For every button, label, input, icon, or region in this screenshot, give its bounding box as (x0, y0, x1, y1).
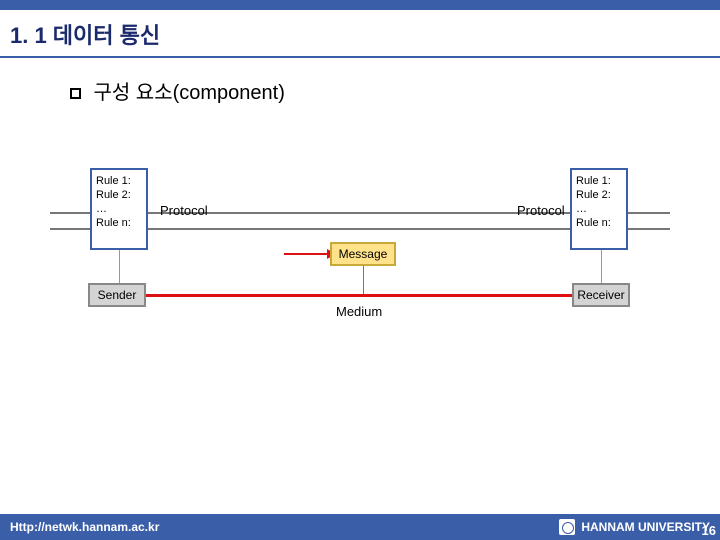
rule-line: Rule n: (96, 216, 142, 230)
subtitle-text: 구성 요소(component) (93, 82, 284, 104)
protocol-label-left: Protocol (160, 203, 208, 218)
protocol-box-sender: Rule 1: Rule 2: … Rule n: (90, 168, 148, 250)
protocol-label-right: Protocol (517, 203, 565, 218)
rule-line: Rule 1: (96, 174, 142, 188)
footer-university: HANNAM UNIVERSITY (559, 519, 710, 535)
rule-line: Rule n: (576, 216, 622, 230)
title-row: 1. 1 데이터 통신 (0, 10, 720, 58)
footer-url: Http://netwk.hannam.ac.kr (10, 520, 159, 534)
message-arrow-icon (284, 253, 328, 255)
page-number: 16 (702, 523, 716, 538)
medium-arrow-icon (146, 294, 574, 297)
bullet-icon (70, 88, 81, 99)
university-name: HANNAM UNIVERSITY (581, 520, 710, 534)
header-bar (0, 0, 720, 10)
protocol-box-receiver: Rule 1: Rule 2: … Rule n: (570, 168, 628, 250)
footer-bar: Http://netwk.hannam.ac.kr HANNAM UNIVERS… (0, 514, 720, 540)
subtitle-row: 구성 요소(component) (0, 58, 720, 105)
connector-line (601, 250, 602, 283)
diagram-area: Rule 1: Rule 2: … Rule n: Rule 1: Rule 2… (50, 200, 670, 340)
receiver-box: Receiver (572, 283, 630, 307)
rule-line: … (96, 202, 142, 216)
message-box: Message (330, 242, 396, 266)
page-title: 1. 1 데이터 통신 (10, 23, 160, 48)
rule-line: Rule 2: (96, 188, 142, 202)
university-logo-icon (559, 519, 575, 535)
sender-box: Sender (88, 283, 146, 307)
rule-line: Rule 1: (576, 174, 622, 188)
connector-line (363, 266, 364, 294)
rule-line: … (576, 202, 622, 216)
connector-line (119, 250, 120, 283)
medium-label: Medium (336, 304, 382, 319)
rule-line: Rule 2: (576, 188, 622, 202)
